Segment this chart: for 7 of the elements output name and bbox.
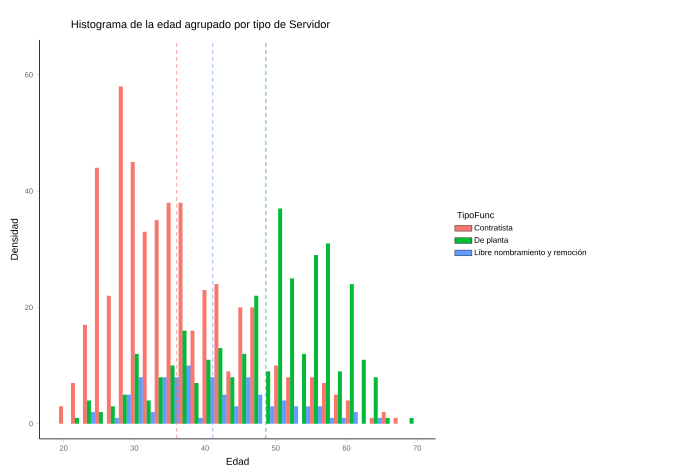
chart-title: Histograma de la edad agrupado por tipo de Servidor [72, 20, 330, 30]
x-axis-title: Edad [226, 458, 249, 465]
y-axis-title: Densidad [10, 218, 18, 260]
legend-title: TipoFunc [457, 212, 494, 220]
legend-label: Libre nombramiento y remoción [474, 249, 586, 257]
legend-label: De planta [474, 236, 508, 244]
legend-label: Contratista [474, 224, 513, 231]
